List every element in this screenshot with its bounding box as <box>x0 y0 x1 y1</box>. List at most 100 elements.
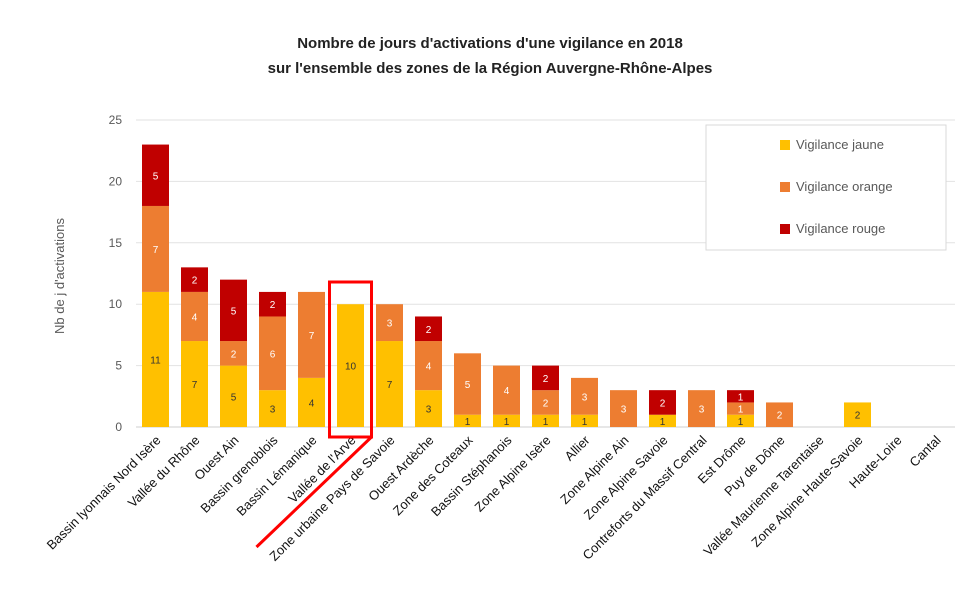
bar-segment <box>766 402 793 427</box>
data-label: 1 <box>660 417 666 428</box>
y-tick-label: 20 <box>109 174 123 188</box>
data-label: 3 <box>621 405 627 416</box>
bar-segment <box>454 414 481 427</box>
bar-segment <box>649 390 676 415</box>
data-label: 4 <box>192 312 198 323</box>
bar-segment <box>298 291 325 378</box>
data-label: 7 <box>387 380 393 391</box>
legend-swatch <box>780 224 790 234</box>
data-label: 2 <box>192 276 198 287</box>
bar-segment <box>220 341 247 366</box>
bar-segment <box>727 402 754 415</box>
highlight-annotation <box>255 280 373 549</box>
y-tick-label: 0 <box>115 420 122 434</box>
highlight-underline <box>255 435 373 549</box>
bar-segment <box>376 341 403 427</box>
bar-segment <box>688 390 715 427</box>
bar-segment <box>259 316 286 391</box>
data-label: 4 <box>426 362 432 373</box>
bar-segment <box>532 365 559 391</box>
data-label: 3 <box>426 405 432 416</box>
data-label: 2 <box>855 411 861 422</box>
bar-segment <box>727 390 754 403</box>
y-tick-label: 10 <box>109 297 123 311</box>
bar-segment <box>142 291 169 427</box>
data-label: 1 <box>504 417 510 428</box>
data-label: 2 <box>543 374 549 385</box>
bar-segment <box>142 144 169 206</box>
bar-segment <box>259 390 286 427</box>
bar-segment <box>376 304 403 342</box>
legend-entry: Vigilance orange <box>796 179 893 194</box>
data-label: 3 <box>699 405 705 416</box>
x-tick-label: Cantal <box>906 432 943 469</box>
bar-segment <box>454 353 481 415</box>
legend-entry: Vigilance jaune <box>796 137 884 152</box>
x-tick-label: Vallée de l'Arve <box>285 433 359 507</box>
data-label: 1 <box>582 417 588 428</box>
bar-segment <box>493 414 520 427</box>
bar-segment <box>649 414 676 427</box>
data-label: 3 <box>270 405 276 416</box>
data-label: 1 <box>465 417 471 428</box>
chart-title: Nombre de jours d'activations d'une vigi… <box>297 35 683 52</box>
data-label: 2 <box>660 398 666 409</box>
data-label: 5 <box>465 380 471 391</box>
bar-segment <box>610 390 637 427</box>
data-label: 6 <box>270 349 276 360</box>
data-label: 2 <box>231 349 237 360</box>
bar-segment <box>532 414 559 427</box>
bar-segment <box>571 377 598 415</box>
bar-segment <box>259 291 286 317</box>
bar-segment <box>415 341 442 391</box>
bar-segment <box>220 365 247 427</box>
bar-segment <box>298 377 325 427</box>
bar-segment <box>220 279 247 342</box>
y-tick-label: 5 <box>115 359 122 373</box>
bar-segment <box>532 390 559 415</box>
data-label: 2 <box>270 300 276 311</box>
y-axis-ticks: 0 5 10 15 20 25 <box>109 113 123 434</box>
bar-segment <box>415 390 442 427</box>
bar-segment <box>727 414 754 427</box>
data-label: 5 <box>231 306 237 317</box>
bar-segment <box>337 304 364 427</box>
data-label: 4 <box>504 386 510 397</box>
x-tick-label: Zone Alpine Ain <box>557 433 632 508</box>
legend-entry: Vigilance rouge <box>796 221 885 236</box>
bar-segment <box>181 291 208 342</box>
legend: Vigilance jaune Vigilance orange Vigilance… <box>705 124 947 251</box>
data-label: 2 <box>426 325 432 336</box>
data-label: 2 <box>543 398 549 409</box>
y-tick-label: 15 <box>109 236 123 250</box>
data-label: 4 <box>309 398 315 409</box>
bar-segment <box>844 402 871 427</box>
bar-segment <box>493 365 520 415</box>
bar-segment <box>415 316 442 342</box>
y-axis-label: Nb de j d'activations <box>52 218 67 334</box>
legend-box <box>705 124 947 251</box>
bar-segment <box>181 267 208 292</box>
chart-subtitle: sur l'ensemble des zones de la Région Au… <box>268 60 713 77</box>
x-tick-label: Allier <box>562 432 594 464</box>
highlight-box <box>328 280 373 439</box>
data-label: 1 <box>738 392 744 403</box>
data-label: 7 <box>309 331 315 342</box>
data-label: 7 <box>153 245 159 256</box>
data-label: 7 <box>192 380 198 391</box>
data-label: 3 <box>387 319 393 330</box>
bar-segment <box>571 414 598 427</box>
data-label: 1 <box>543 417 549 428</box>
data-label: 2 <box>777 411 783 422</box>
bar-segment <box>142 205 169 292</box>
y-tick-label: 25 <box>109 113 123 127</box>
data-label: 10 <box>345 362 357 373</box>
data-label: 1 <box>738 405 744 416</box>
bar-segment <box>181 341 208 427</box>
data-label: 5 <box>231 392 237 403</box>
legend-swatch <box>780 140 790 150</box>
legend-swatch <box>780 182 790 192</box>
